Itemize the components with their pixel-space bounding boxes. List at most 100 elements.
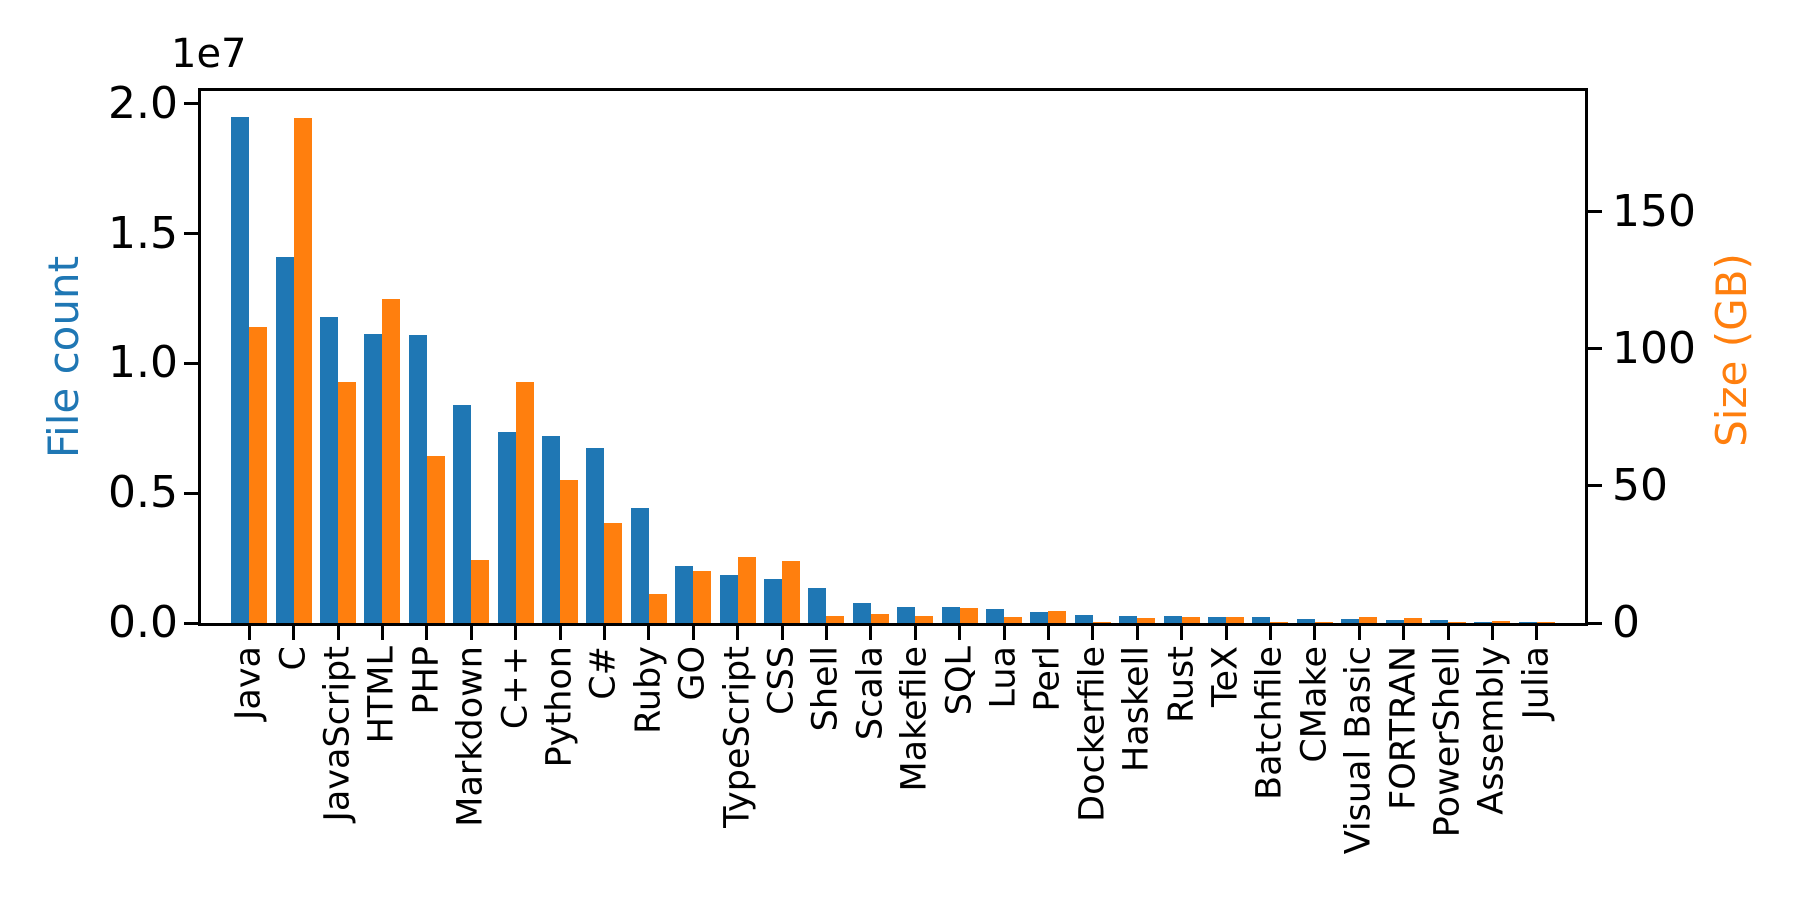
- bar-file-count-C++: [497, 432, 516, 623]
- x-tick: [514, 626, 518, 640]
- y-tick-right: [1588, 210, 1602, 214]
- bar-file-count-Ruby: [630, 508, 649, 623]
- bar-file-count-CSS: [764, 579, 782, 623]
- bar-size-PHP: [426, 455, 445, 623]
- y-tick-label-right: 0: [1612, 597, 1640, 648]
- x-tick-label-Scala: Scala: [850, 646, 891, 741]
- bar-file-count-Java: [231, 116, 250, 623]
- x-tick-label-TeX: TeX: [1205, 646, 1246, 707]
- bar-file-count-Markdown: [453, 405, 472, 623]
- x-tick-label-Julia: Julia: [1516, 646, 1557, 720]
- bar-size-CMake: [1314, 621, 1333, 623]
- x-tick-label-CMake: CMake: [1294, 646, 1335, 763]
- x-tick: [1224, 626, 1228, 640]
- x-tick: [691, 626, 695, 640]
- bar-file-count-Assembly: [1474, 621, 1493, 623]
- y-tick-label-left: 1.0: [108, 337, 178, 389]
- y-tick-label-left: 2.0: [108, 77, 178, 129]
- bar-file-count-Visual Basic: [1341, 618, 1360, 623]
- x-tick-label-Visual Basic: Visual Basic: [1338, 646, 1379, 855]
- x-tick-label-Markdown: Markdown: [450, 646, 491, 827]
- x-tick: [1002, 626, 1006, 640]
- bar-size-TypeScript: [737, 557, 756, 623]
- bar-size-Markdown: [471, 559, 490, 623]
- bar-size-Dockerfile: [1092, 621, 1111, 623]
- bar-size-Visual Basic: [1359, 616, 1378, 623]
- x-tick: [647, 626, 651, 640]
- x-tick-label-CSS: CSS: [761, 646, 802, 715]
- x-tick: [869, 626, 873, 640]
- x-tick: [736, 626, 740, 640]
- y-tick-left: [184, 491, 198, 495]
- bar-size-Haskell: [1137, 618, 1156, 623]
- bar-size-Makefile: [915, 615, 934, 623]
- plot-area: [198, 88, 1588, 626]
- y-tick-right: [1588, 347, 1602, 351]
- x-tick: [380, 626, 384, 640]
- x-tick-label-TypeScript: TypeScript: [717, 646, 758, 828]
- y-tick-left: [184, 102, 198, 106]
- bar-file-count-Perl: [1030, 611, 1049, 623]
- bar-file-count-Python: [542, 436, 560, 623]
- x-tick-label-C++: C++: [495, 646, 536, 730]
- x-tick-label-Haskell: Haskell: [1116, 646, 1157, 773]
- bar-size-Python: [560, 480, 578, 623]
- x-tick-label-Perl: Perl: [1028, 646, 1069, 712]
- x-tick: [1046, 626, 1050, 640]
- x-tick: [913, 626, 917, 640]
- bar-file-count-C#: [586, 447, 605, 623]
- x-tick-label-C#: C#: [584, 646, 625, 700]
- x-tick-label-GO: GO: [672, 646, 713, 701]
- y-tick-label-left: 0.5: [108, 467, 178, 519]
- bar-size-Assembly: [1492, 621, 1511, 623]
- bar-size-Batchfile: [1270, 621, 1289, 623]
- x-tick: [824, 626, 828, 640]
- x-tick-label-PowerShell: PowerShell: [1427, 646, 1468, 838]
- bar-size-C: [293, 118, 312, 623]
- bar-file-count-Haskell: [1119, 615, 1138, 623]
- bar-size-Scala: [870, 613, 889, 623]
- y-tick-left: [184, 232, 198, 236]
- x-tick: [1268, 626, 1272, 640]
- bar-file-count-TeX: [1208, 617, 1226, 623]
- bar-size-FORTRAN: [1403, 618, 1422, 623]
- bar-file-count-HTML: [364, 333, 383, 623]
- bar-file-count-Julia: [1518, 621, 1537, 623]
- bar-file-count-Scala: [852, 603, 871, 623]
- bar-size-Rust: [1181, 617, 1200, 623]
- bar-file-count-CMake: [1296, 618, 1315, 623]
- y-tick-label-right: 50: [1612, 459, 1668, 511]
- bar-size-HTML: [382, 299, 401, 623]
- bar-file-count-Dockerfile: [1074, 614, 1093, 623]
- bar-size-Java: [249, 326, 268, 623]
- bar-file-count-GO: [675, 565, 694, 623]
- y-tick-label-right: 100: [1612, 322, 1696, 374]
- bar-size-Shell: [826, 615, 845, 623]
- x-tick: [1135, 626, 1139, 640]
- bar-size-CSS: [782, 561, 800, 623]
- x-tick-label-Makefile: Makefile: [894, 646, 935, 792]
- x-tick: [1402, 626, 1406, 640]
- x-tick-label-Shell: Shell: [806, 646, 847, 732]
- x-tick: [1313, 626, 1317, 640]
- y-tick-right: [1588, 621, 1602, 625]
- bar-file-count-TypeScript: [719, 574, 738, 623]
- x-tick-label-HTML: HTML: [362, 646, 403, 744]
- bar-size-SQL: [959, 608, 978, 623]
- bar-size-C#: [604, 522, 623, 623]
- y-tick-right: [1588, 484, 1602, 488]
- x-tick-label-Lua: Lua: [983, 646, 1024, 709]
- bar-size-JavaScript: [338, 381, 356, 623]
- bar-file-count-Lua: [986, 608, 1004, 623]
- x-tick: [1357, 626, 1361, 640]
- x-tick: [1535, 626, 1539, 640]
- bar-file-count-PHP: [408, 334, 427, 623]
- bar-file-count-SQL: [941, 606, 960, 623]
- bar-file-count-Makefile: [897, 606, 916, 623]
- y-tick-label-left: 1.5: [108, 207, 178, 259]
- bar-file-count-JavaScript: [320, 316, 338, 623]
- y-tick-left: [184, 621, 198, 625]
- bar-file-count-Shell: [808, 588, 827, 623]
- x-tick-label-Dockerfile: Dockerfile: [1072, 646, 1113, 822]
- x-tick: [247, 626, 251, 640]
